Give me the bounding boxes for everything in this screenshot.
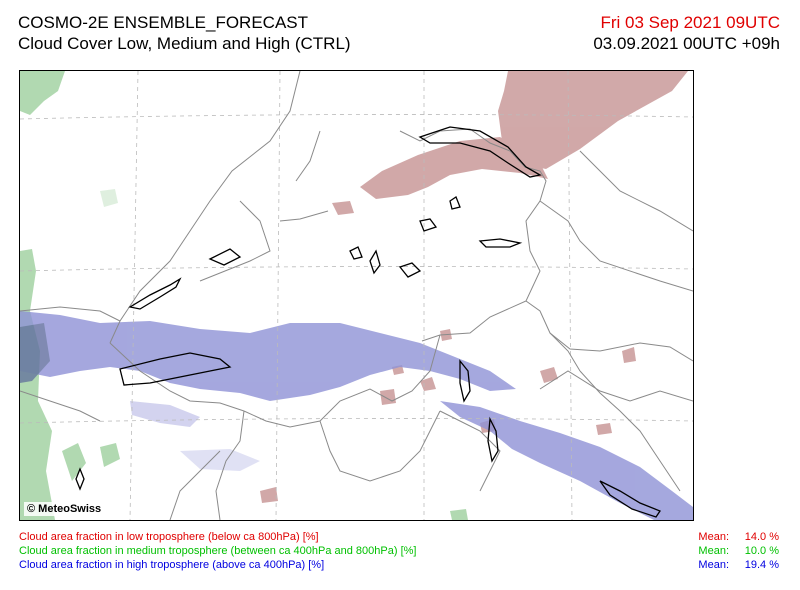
- legend-mean-high: Mean: 19.4 %: [698, 558, 779, 572]
- time-block: Fri 03 Sep 2021 09UTC 03.09.2021 00UTC +…: [593, 12, 780, 54]
- model-title: COSMO-2E ENSEMBLE_FORECAST: [18, 13, 309, 32]
- valid-time: Fri 03 Sep 2021 09UTC: [600, 13, 780, 32]
- title-block: COSMO-2E ENSEMBLE_FORECAST Cloud Cover L…: [18, 12, 351, 54]
- legend-mean-medium: Mean: 10.0 %: [698, 544, 779, 558]
- lakes: [75, 126, 661, 518]
- medium-cloud-layer: [20, 71, 468, 520]
- legend-label-medium: Cloud area fraction in medium tropospher…: [19, 545, 417, 557]
- country-borders: [20, 71, 693, 520]
- legend-row-low: Cloud area fraction in low troposphere (…: [19, 530, 779, 544]
- legend-label-high: Cloud area fraction in high troposphere …: [19, 559, 325, 571]
- legend: Cloud area fraction in low troposphere (…: [19, 530, 779, 572]
- high-cloud-layer: [20, 311, 693, 520]
- product-title: Cloud Cover Low, Medium and High (CTRL): [18, 34, 351, 53]
- mean-value-high: 19.4 %: [744, 559, 779, 571]
- mean-label-low: Mean:: [698, 531, 729, 543]
- legend-label-low: Cloud area fraction in low troposphere (…: [19, 531, 319, 543]
- mean-value-medium: 10.0 %: [744, 545, 779, 557]
- legend-row-high: Cloud area fraction in high troposphere …: [19, 558, 779, 572]
- map-canvas: [20, 71, 693, 520]
- forecast-map: © MeteoSwiss: [19, 70, 694, 521]
- copyright-label: © MeteoSwiss: [24, 502, 105, 516]
- run-lead-time: 03.09.2021 00UTC +09h: [593, 34, 780, 53]
- legend-mean-low: Mean: 14.0 %: [698, 530, 779, 544]
- low-cloud-layer: [260, 71, 688, 503]
- legend-row-medium: Cloud area fraction in medium tropospher…: [19, 544, 779, 558]
- mean-label-high: Mean:: [698, 559, 729, 571]
- mean-value-low: 14.0 %: [744, 531, 779, 543]
- grid-lines: [20, 71, 693, 520]
- mean-label-medium: Mean:: [698, 545, 729, 557]
